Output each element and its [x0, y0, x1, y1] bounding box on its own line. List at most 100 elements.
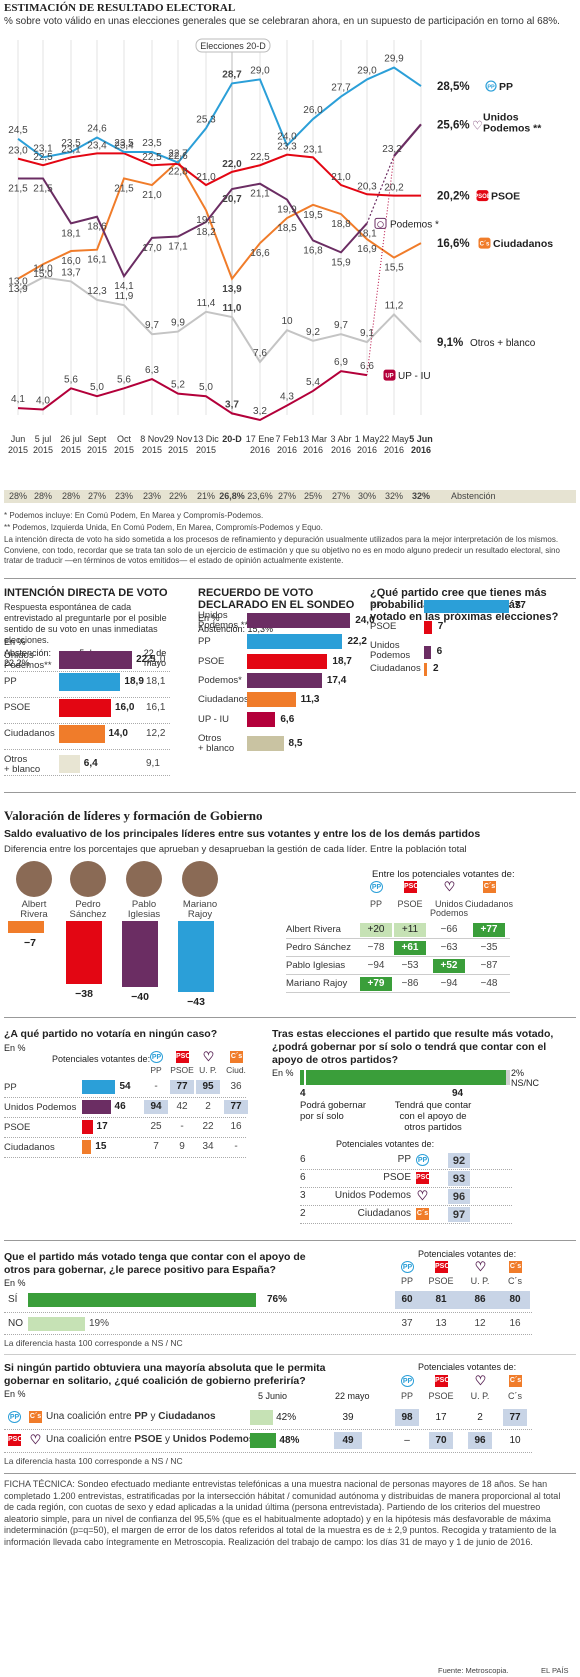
pp-logo-icon: PP: [370, 881, 383, 893]
upiu-logo-icon: [383, 369, 396, 381]
leader-row-label: Pedro Sánchez: [286, 942, 351, 953]
x-tick-label: 2016: [411, 445, 431, 455]
intencion-abs-value: 22,2%: [4, 658, 30, 668]
point-label: 13,0: [8, 277, 28, 288]
bar: [247, 673, 322, 688]
coalition-party-b: Unidos Podemos: [172, 1434, 255, 1445]
point-label: 18,2: [196, 227, 216, 238]
prev-bg: [334, 1432, 362, 1449]
pp-logo-icon: PP: [401, 1261, 414, 1273]
point-label: 12,3: [87, 286, 107, 297]
col-header: C´s: [508, 1276, 522, 1286]
ciudadanos-logo-icon-text: C´s: [480, 242, 490, 248]
point-label: 20,2: [384, 183, 404, 194]
up-end-value: 25,6%: [437, 119, 470, 131]
leader-name: Mariano: [182, 899, 218, 910]
row-value-right: 92: [448, 1153, 470, 1168]
ciudadanos-logo-icon: C´s: [509, 1261, 522, 1273]
coalition-mid: y: [147, 1411, 159, 1422]
table-cell: 37: [401, 1318, 413, 1329]
table-cell: 42: [176, 1101, 188, 1112]
positivo-foot: La diferencia hasta 100 corresponde a NS…: [4, 1338, 183, 1348]
point-label: 21,5: [33, 183, 53, 194]
col-header: PP: [150, 1065, 162, 1075]
bar: [82, 1100, 111, 1114]
podemos-heart-icon: ♡: [202, 1049, 215, 1064]
bar: [82, 1120, 93, 1134]
coalicion-pv: Potenciales votantes de:: [418, 1362, 517, 1372]
abstention-value: 28%: [33, 491, 52, 501]
bar-no: [28, 1317, 85, 1331]
series-up-line: [393, 123, 422, 157]
abstention-value: 28%: [8, 491, 27, 501]
abstention-value: 27%: [331, 491, 350, 501]
row-rule: [286, 992, 510, 993]
dotline: [300, 1205, 512, 1206]
x-tick-label: 13 Dic: [193, 434, 219, 444]
page-subtitle: % sobre voto válido en unas elecciones g…: [4, 16, 560, 27]
coalicion-q-1: Si ningún partido obtuviera una mayoría …: [4, 1362, 326, 1374]
table-cell: 77: [509, 1412, 521, 1423]
bar-value: 17: [96, 1121, 108, 1132]
divider: [4, 792, 576, 793]
coalition-party-b: Ciudadanos: [158, 1411, 216, 1422]
bar-value: 54: [119, 1081, 131, 1092]
x-tick-label: 2015: [114, 445, 134, 455]
table-cell: 16: [509, 1318, 521, 1329]
dotline: [300, 1187, 512, 1188]
point-label: 11,4: [197, 298, 216, 309]
table-cell: +20: [360, 923, 392, 937]
point-label: 16,6: [250, 248, 270, 259]
bar-si: [28, 1293, 256, 1307]
abstention-value: 23%: [142, 491, 161, 501]
x-tick-label: 2015: [87, 445, 107, 455]
dotline: [4, 1312, 532, 1313]
row-label: Ciudadanos: [4, 1142, 55, 1153]
apoyo-label-3: otros partidos: [404, 1122, 462, 1133]
x-tick-label: 20-D: [222, 434, 242, 444]
bar-value: 24,0: [355, 615, 375, 626]
abstention-value: 30%: [357, 491, 376, 501]
point-label: 16,8: [303, 245, 323, 256]
row-label: UP - IU: [198, 714, 229, 725]
point-label: 22,6: [168, 151, 188, 162]
psoe-logo-icon: PSOE: [416, 1172, 435, 1184]
x-tick-label: 5 Jun: [409, 434, 433, 444]
table-cell: 86: [474, 1294, 486, 1305]
table-cell: +77: [473, 923, 505, 937]
ciudadanos-logo-icon: C´s: [230, 1051, 243, 1063]
x-tick-label: 13 Mar: [299, 434, 327, 444]
point-label: 22,0: [222, 159, 242, 170]
table-cell: 81: [435, 1294, 447, 1305]
row-label: Podemos **: [198, 620, 249, 631]
divider: [4, 1354, 576, 1355]
abstention-value: 21%: [196, 491, 215, 501]
intencion-unit: En %: [4, 637, 26, 647]
nsnc-value: 2%: [511, 1068, 525, 1078]
cs-end-value: 16,6%: [437, 238, 470, 250]
note-1: * Podemos incluye: En Comú Podem, En Mar…: [4, 511, 264, 520]
point-label: 15,5: [384, 263, 404, 274]
bar: [424, 663, 427, 676]
coalition-party-a: PSOE: [134, 1434, 163, 1445]
point-label: 18,5: [277, 223, 297, 234]
pp-logo-icon: PP: [150, 1051, 163, 1063]
leader-name: Rajoy: [187, 909, 213, 920]
row-value-left: 3: [300, 1190, 306, 1201]
gobernar-unit: En %: [272, 1068, 294, 1078]
bar-value: 2: [433, 663, 439, 674]
bar: [424, 621, 432, 634]
bar-value: 77: [514, 600, 526, 611]
prev-value: 16,1: [146, 702, 166, 713]
point-label: 16,1: [87, 255, 107, 266]
point-label: 5,6: [64, 374, 78, 385]
abstention-label: Abstención: [451, 491, 496, 501]
point-label: 23,5: [114, 138, 134, 149]
table-cell: −63: [440, 942, 458, 953]
col-header: PSOE: [170, 1065, 194, 1075]
x-tick-label: 2015: [33, 445, 53, 455]
point-label: 9,1: [360, 328, 374, 339]
row-label: Ciudadanos: [4, 728, 55, 739]
x-tick-label: 2016: [303, 445, 323, 455]
point-label: 19,5: [303, 210, 323, 221]
